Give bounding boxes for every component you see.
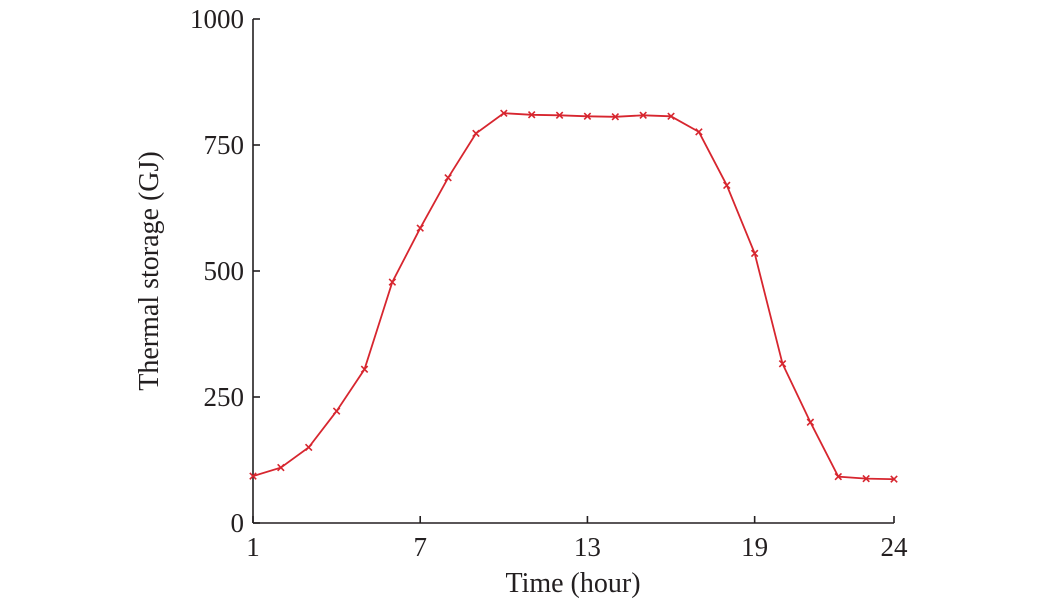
data-point-marker xyxy=(249,472,257,480)
chart-axes xyxy=(252,19,894,524)
x-tick-label: 13 xyxy=(574,532,601,562)
x-tick-label: 24 xyxy=(881,532,909,562)
y-tick-label: 750 xyxy=(204,130,245,160)
data-point-marker xyxy=(527,110,536,119)
y-tick-label: 500 xyxy=(204,256,245,286)
data-point-marker xyxy=(723,181,731,190)
x-tick-label: 1 xyxy=(246,532,260,562)
data-point-marker xyxy=(304,443,313,452)
y-tick-label: 250 xyxy=(204,382,245,412)
plot-area xyxy=(249,109,898,483)
data-point-marker xyxy=(611,113,620,121)
data-point-marker xyxy=(388,278,397,286)
data-point-marker xyxy=(750,249,759,258)
y-tick-label: 1000 xyxy=(190,4,244,34)
y-axis-title: Thermal storage (GJ) xyxy=(134,151,165,390)
data-point-marker xyxy=(360,365,369,374)
data-point-marker xyxy=(416,224,424,232)
data-point-marker xyxy=(778,359,787,368)
data-point-marker xyxy=(667,112,675,121)
x-tick-label: 7 xyxy=(413,532,427,562)
data-point-marker xyxy=(890,475,898,483)
series-line xyxy=(252,112,895,481)
x-tick-label: 19 xyxy=(741,532,768,562)
data-point-marker xyxy=(806,418,815,426)
data-point-marker xyxy=(583,112,592,121)
data-point-marker xyxy=(555,111,564,120)
y-axis-ticks: 0 250 500 750 1000 xyxy=(190,4,260,538)
x-axis-ticks: 1 7 13 19 24 xyxy=(246,516,908,562)
x-axis-title: Time (hour) xyxy=(505,568,640,599)
data-point-marker xyxy=(639,111,647,120)
data-point-marker xyxy=(472,129,480,138)
data-point-marker xyxy=(500,109,508,118)
data-point-marker xyxy=(277,463,285,472)
data-point-marker xyxy=(834,472,843,481)
data-point-marker xyxy=(444,173,452,182)
y-tick-label: 0 xyxy=(231,508,245,538)
data-point-marker xyxy=(332,407,341,415)
data-point-marker xyxy=(862,474,870,483)
data-point-marker xyxy=(695,128,703,136)
